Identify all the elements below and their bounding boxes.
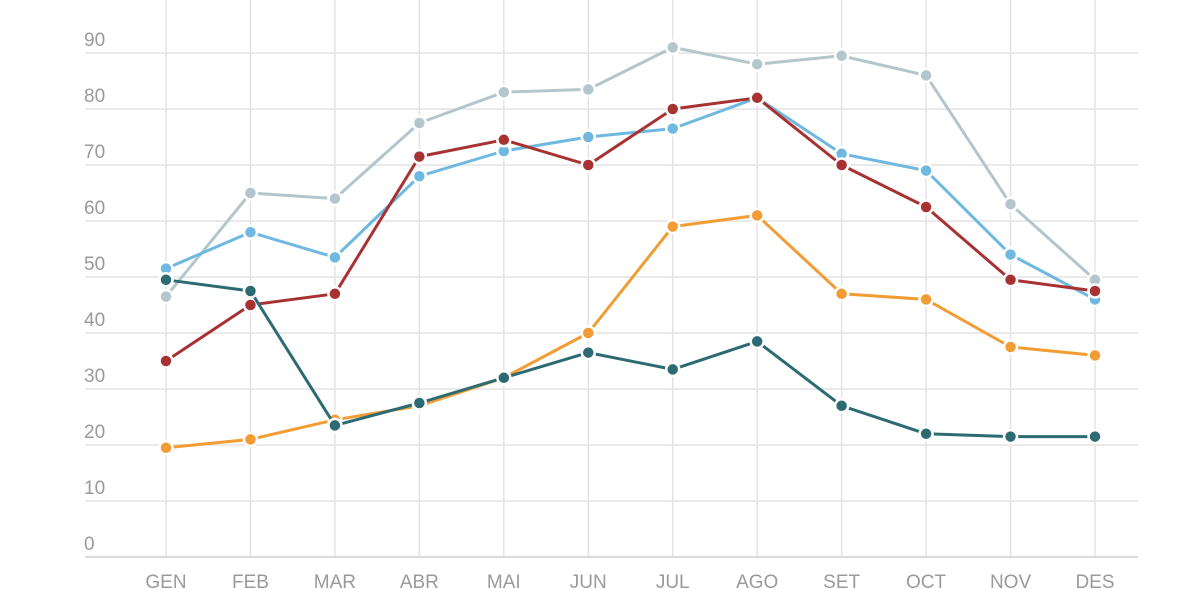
series-5-point-mar: [327, 417, 343, 434]
series-5-point-feb: [242, 283, 259, 299]
series-5: [158, 272, 1103, 445]
series-2-point-oct: [918, 162, 934, 179]
y-tick-label-40: 40: [84, 310, 105, 331]
series-1-line: [164, 45, 1097, 299]
series-4-point-jul: [664, 218, 681, 235]
series-4-point-feb: [242, 431, 259, 448]
series-4-point-nov: [1002, 339, 1019, 355]
series-1-point-nov: [1002, 196, 1019, 212]
series-3-point-mar: [327, 286, 343, 302]
y-tick-label-70: 70: [84, 142, 105, 163]
series-1-point-ago: [749, 56, 765, 72]
x-tick-label-oct: OCT: [906, 572, 947, 589]
series-1-point-mai: [496, 84, 512, 100]
x-axis-tick-labels: GEN FEB MAR ABR MAI JUN JUL AGO SET OCT NOV DES: [145, 572, 1114, 589]
series-2-point-abr: [411, 168, 428, 184]
series-5-point-ago: [749, 333, 765, 350]
series-5-point-abr: [411, 395, 428, 411]
series-lines: [158, 39, 1103, 456]
series-2-point-jun: [580, 129, 597, 145]
x-tick-label-feb: FEB: [232, 572, 269, 589]
series-2-point-mar: [327, 249, 343, 266]
series-5-point-set: [833, 398, 850, 414]
series-5-point-des: [1087, 428, 1103, 445]
y-tick-label-30: 30: [84, 366, 105, 387]
series-3-point-jul: [664, 101, 681, 117]
y-tick-label-80: 80: [84, 86, 105, 107]
series-4-point-ago: [749, 207, 765, 224]
x-tick-label-set: SET: [823, 572, 860, 589]
series-3-point-des: [1087, 283, 1103, 299]
series-3-point-jun: [580, 157, 597, 173]
series-1-point-oct: [918, 67, 934, 84]
y-axis-tick-labels: 0 10 20 30 40 50 60 70 80 90: [84, 30, 105, 555]
series-5-point-mai: [496, 370, 512, 386]
series-2-point-jul: [664, 120, 681, 137]
y-tick-label-90: 90: [84, 30, 105, 51]
series-1-point-jun: [580, 81, 597, 98]
x-tick-label-nov: NOV: [990, 572, 1032, 589]
series-3-point-nov: [1002, 272, 1019, 288]
x-tick-label-abr: ABR: [400, 572, 439, 589]
series-4-point-jun: [580, 325, 597, 341]
series-3-point-ago: [749, 90, 765, 106]
series-4-line: [164, 213, 1097, 450]
series-5-point-oct: [918, 426, 934, 442]
series-1-point-set: [833, 48, 850, 64]
y-tick-label-60: 60: [84, 198, 105, 219]
series-1-point-abr: [411, 115, 428, 131]
series-5-point-jun: [580, 344, 597, 361]
series-4-point-set: [833, 286, 850, 302]
gridlines: [85, 0, 1138, 558]
series-2: [158, 90, 1103, 308]
series-3-point-oct: [918, 199, 934, 215]
x-tick-label-jun: JUN: [570, 572, 607, 589]
x-tick-label-mar: MAR: [314, 572, 356, 589]
series-3-point-mai: [496, 132, 512, 148]
x-tick-label-des: DES: [1075, 572, 1114, 589]
series-1-point-feb: [242, 185, 259, 201]
series-3: [158, 90, 1103, 369]
y-tick-label-0: 0: [84, 534, 95, 555]
series-3-point-set: [833, 157, 850, 173]
series-3-point-gen: [158, 353, 174, 369]
y-tick-label-20: 20: [84, 422, 105, 443]
series-1-point-jul: [664, 39, 681, 56]
series-4-point-oct: [918, 291, 934, 308]
series-4-point-des: [1087, 347, 1103, 364]
x-tick-label-mai: MAI: [487, 572, 521, 589]
x-tick-label-gen: GEN: [145, 572, 186, 589]
series-4-point-gen: [158, 440, 174, 456]
y-tick-label-50: 50: [84, 254, 105, 275]
x-tick-label-ago: AGO: [736, 572, 778, 589]
series-1-point-gen: [158, 288, 174, 305]
series-1: [158, 39, 1103, 305]
series-3-line: [164, 96, 1097, 363]
y-tick-label-10: 10: [84, 478, 105, 499]
series-2-point-feb: [242, 224, 259, 240]
series-5-line: [164, 278, 1097, 439]
series-2-line: [164, 96, 1097, 301]
series-1-point-mar: [327, 190, 343, 207]
x-tick-label-jul: JUL: [656, 572, 690, 589]
series-5-point-jul: [664, 361, 681, 378]
series-3-point-abr: [411, 148, 428, 165]
series-5-point-nov: [1002, 428, 1019, 445]
series-2-point-nov: [1002, 246, 1019, 263]
series-5-point-gen: [158, 272, 174, 288]
